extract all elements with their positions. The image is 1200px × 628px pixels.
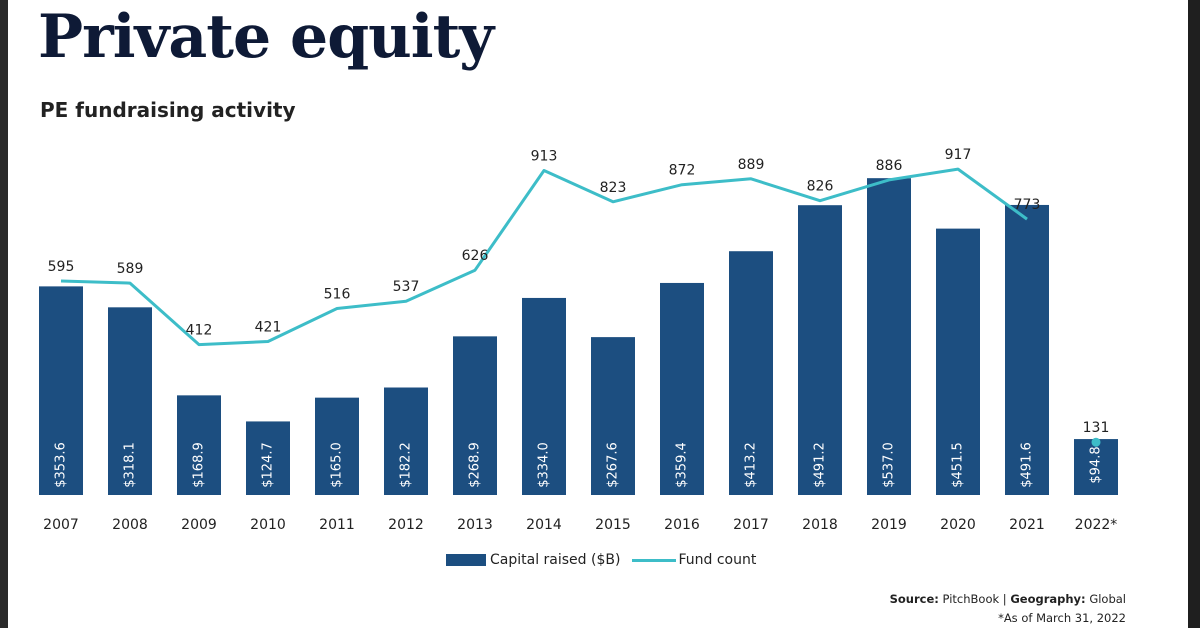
x-tick-label: 2011: [319, 517, 355, 533]
x-tick-label: 2014: [526, 517, 562, 533]
x-tick-label: 2017: [733, 517, 769, 533]
bar-2013: [453, 336, 497, 495]
source-value: PitchBook: [942, 592, 1000, 606]
line-value-label: 913: [531, 148, 558, 164]
line-value-label: 823: [600, 180, 627, 196]
left-edge-bar: [0, 0, 8, 628]
x-tick-label: 2008: [112, 517, 148, 533]
bar-value-label: $451.5: [951, 442, 966, 488]
line-value-label: 537: [393, 279, 420, 295]
legend-bar-swatch: [446, 554, 486, 566]
geography-value: Global: [1089, 592, 1126, 606]
bar-2021: [1005, 204, 1049, 495]
bar-2012: [384, 387, 428, 495]
line-value-label: 773: [1014, 197, 1041, 213]
x-tick-label: 2022*: [1075, 517, 1118, 533]
bar-value-label: $413.2: [744, 442, 759, 488]
x-tick-label: 2015: [595, 517, 631, 533]
x-tick-label: 2013: [457, 517, 493, 533]
source-label: Source:: [889, 592, 939, 606]
line-value-label: 917: [945, 147, 972, 163]
bar-value-label: $168.9: [192, 442, 207, 488]
bar-2017: [729, 251, 773, 495]
bar-2014: [522, 297, 566, 495]
bar-value-label: $359.4: [675, 442, 690, 488]
source-separator: |: [1002, 592, 1007, 606]
geography-label: Geography:: [1010, 592, 1086, 606]
bar-value-label: $318.1: [123, 442, 138, 488]
line-value-label: 412: [186, 323, 213, 339]
bar-2018: [798, 205, 842, 495]
legend-line-swatch: [632, 558, 677, 562]
chart-subtitle: PE fundraising activity: [40, 98, 296, 122]
line-value-label: 826: [807, 179, 834, 195]
line-value-label: 421: [255, 319, 282, 335]
bar-value-label: $334.0: [537, 442, 552, 488]
bar-2015: [591, 337, 635, 495]
line-value-label: 626: [462, 248, 489, 264]
x-tick-label: 2020: [940, 517, 976, 533]
x-tick-label: 2010: [250, 517, 286, 533]
bar-value-label: $353.6: [54, 442, 69, 488]
line-value-label: 516: [324, 286, 351, 302]
bar-2010: [246, 421, 290, 495]
line-value-label: 589: [117, 261, 144, 277]
line-value-label: 595: [48, 259, 75, 275]
bar-value-label: $267.6: [606, 442, 621, 488]
bar-value-label: $94.8: [1089, 446, 1104, 483]
x-tick-label: 2016: [664, 517, 700, 533]
fund-count-line: [60, 167, 1028, 347]
line-value-label: 886: [876, 158, 903, 174]
legend-bar-label: Capital raised ($B): [490, 552, 621, 568]
bar-value-label: $182.2: [399, 442, 414, 488]
bar-2011: [315, 397, 359, 495]
bar-2016: [660, 282, 704, 495]
as-of-note: *As of March 31, 2022: [998, 611, 1126, 625]
x-tick-label: 2007: [43, 517, 79, 533]
right-edge-bar: [1188, 0, 1200, 628]
page-title: Private equity: [38, 2, 494, 72]
bar-value-label: $491.2: [813, 442, 828, 488]
source-line: Source: PitchBook | Geography: Global: [890, 590, 1126, 609]
bar-2022*: [1074, 439, 1118, 495]
fund-count-point: [1091, 437, 1101, 447]
bar-value-label: $268.9: [468, 442, 483, 488]
line-value-label: 889: [738, 157, 765, 173]
bar-2019: [867, 178, 911, 496]
line-value-label: 872: [669, 163, 696, 179]
bar-value-label: $124.7: [261, 442, 276, 488]
bar-value-label: $165.0: [330, 442, 345, 488]
x-tick-label: 2019: [871, 517, 907, 533]
bar-2009: [177, 395, 221, 495]
source-note: Source: PitchBook | Geography: Global *A…: [890, 590, 1126, 628]
line-value-label: 131: [1083, 420, 1110, 436]
bar-value-label: $537.0: [882, 442, 897, 488]
x-tick-label: 2009: [181, 517, 217, 533]
legend-line-label: Fund count: [678, 552, 757, 568]
bar-2007: [39, 286, 83, 495]
x-tick-label: 2018: [802, 517, 838, 533]
x-tick-label: 2021: [1009, 517, 1045, 533]
bar-2008: [108, 307, 152, 495]
bar-value-label: $491.6: [1020, 442, 1035, 488]
bar-2020: [936, 228, 980, 496]
chart-legend: Capital raised ($B) Fund count: [446, 552, 756, 568]
x-tick-label: 2012: [388, 517, 424, 533]
